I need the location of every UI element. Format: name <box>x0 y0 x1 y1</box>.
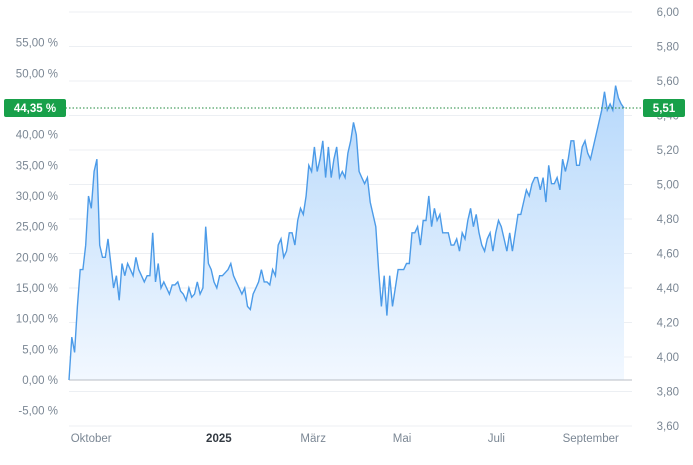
current-price-label: 5,51 <box>653 103 676 115</box>
x-tick-label: September <box>563 433 619 445</box>
right-y-tick-label: 4,20 <box>657 318 679 330</box>
right-y-tick-label: 4,00 <box>657 352 679 364</box>
left-y-tick-label: 0,00 % <box>22 375 58 387</box>
left-y-tick-label: 30,00 % <box>16 191 58 203</box>
x-tick-label: Juli <box>488 433 505 445</box>
current-percent-badge: 44,35 % <box>4 98 66 117</box>
current-percent-label: 44,35 % <box>14 103 56 115</box>
x-tick-label: Oktober <box>71 433 112 445</box>
right-y-tick-label: 6,00 <box>657 7 679 19</box>
right-y-tick-label: 4,40 <box>657 283 679 295</box>
x-tick-label: 2025 <box>206 433 232 445</box>
right-y-tick-label: 5,20 <box>657 145 679 157</box>
left-y-tick-label: 35,00 % <box>16 160 58 172</box>
x-axis: Oktober 2025 März Mai Juli September <box>71 433 619 445</box>
left-y-tick-label: 20,00 % <box>16 252 58 264</box>
left-y-tick-label: 15,00 % <box>16 283 58 295</box>
right-y-tick-label: 5,60 <box>657 76 679 88</box>
left-y-tick-label: 50,00 % <box>16 68 58 80</box>
left-y-tick-label: 5,00 % <box>22 344 58 356</box>
right-y-tick-label: 3,80 <box>657 387 679 399</box>
left-y-tick-label: 10,00 % <box>16 314 58 326</box>
performance-area <box>69 85 624 380</box>
right-y-tick-label: 5,00 <box>657 180 679 192</box>
right-y-axis: 3,603,804,004,204,404,604,805,005,205,40… <box>657 7 679 433</box>
left-y-tick-label: 55,00 % <box>16 38 58 50</box>
left-y-tick-label: 25,00 % <box>16 222 58 234</box>
left-y-axis: -5,00 % 0,00 % 5,00 % 10,00 % 15,00 % 20,00 %… <box>16 38 58 418</box>
left-y-tick-label: 40,00 % <box>16 130 58 142</box>
x-tick-label: Mai <box>393 433 412 445</box>
performance-line <box>68 85 625 381</box>
left-y-tick-label: -5,00 % <box>18 406 58 418</box>
x-tick-label: März <box>300 433 326 445</box>
right-y-tick-label: 5,80 <box>657 42 679 54</box>
right-y-tick-label: 4,60 <box>657 249 679 261</box>
right-y-tick-label: 4,80 <box>657 214 679 226</box>
current-price-badge: 5,51 <box>643 98 685 117</box>
right-y-tick-label: 3,60 <box>657 421 679 433</box>
